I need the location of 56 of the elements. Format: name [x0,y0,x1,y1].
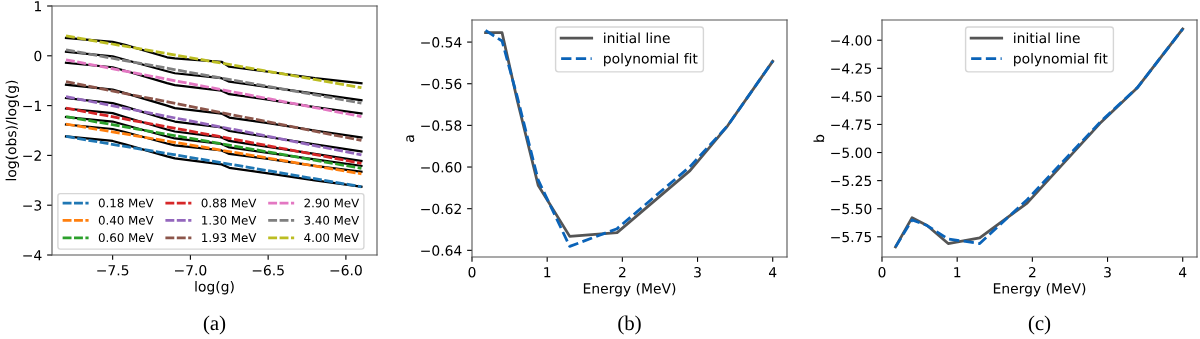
y-tick-label: −4.00 [831,35,872,46]
legend-label: 1.30 MeV [202,215,257,225]
y-tick-label: −2 [23,150,41,161]
legend-label: polynomial fit [604,52,698,67]
x-axis-title: Energy (MeV) [993,282,1086,297]
legend-label: 0.88 MeV [201,198,257,208]
x-axis-title: Energy (MeV) [583,282,676,297]
legend-label: 0.60 MeV [98,233,154,243]
legend-label: 4.00 MeV [304,233,360,243]
y-tick-label: 0 [34,50,42,62]
x-tick-label: 0 [468,266,476,278]
y-tick-label: −4.75 [831,119,872,130]
y-axis-title: a [406,135,415,142]
x-tick-label: 2 [618,266,626,278]
y-tick-label: −4 [23,250,42,261]
y-axis-title: b [813,134,825,142]
y-tick-label: −3 [23,200,42,211]
y-tick-label: −5.00 [831,147,872,159]
y-tick-label: −0.58 [421,120,462,131]
x-tick-label: −7.5 [97,265,129,276]
x-tick-label: 4 [1178,267,1187,278]
text: (a) [203,315,226,335]
x-tick-label: 3 [694,266,701,278]
legend-label: 1.93 MeV [202,233,257,243]
y-tick-label: −0.60 [421,162,462,173]
y-tick-label: −0.64 [421,245,462,256]
y-axis-title: log(obs)/log(g) [5,80,20,181]
y-tick-label: 1 [34,1,41,12]
y-tick-label: −4.50 [831,91,872,102]
x-tick-label: 4 [768,267,777,278]
x-tick-label: 1 [954,267,961,278]
text: (b) [618,315,641,335]
x-tick-label: −7.0 [175,264,207,276]
legend-label: 3.40 MeV [304,215,360,225]
text: (c) [1028,315,1051,335]
x-axis-title: log(g) [195,280,234,295]
x-tick-label: 2 [1028,266,1036,278]
x-tick-label: −6.5 [252,264,284,276]
y-tick-label: −0.62 [421,203,461,215]
x-tick-label: 0 [878,266,886,278]
legend-label: 0.18 MeV [98,198,154,208]
y-tick-label: −5.25 [831,175,872,187]
y-tick-label: −1 [23,100,41,111]
y-tick-label: −0.54 [421,37,462,48]
legend-label: 2.90 MeV [304,198,360,208]
legend-label: initial line [1014,32,1080,44]
x-tick-label: 1 [544,267,551,278]
legend-label: 0.40 MeV [98,215,154,225]
y-tick-label: −5.75 [831,231,872,243]
y-tick-label: −0.56 [421,78,462,90]
legend-label: polynomial fit [1014,52,1108,67]
legend-label: initial line [604,32,670,44]
y-tick-label: −5.50 [831,203,872,215]
x-tick-label: 3 [1104,266,1111,278]
x-tick-label: −6.0 [330,264,362,276]
y-tick-label: −4.25 [831,63,872,74]
